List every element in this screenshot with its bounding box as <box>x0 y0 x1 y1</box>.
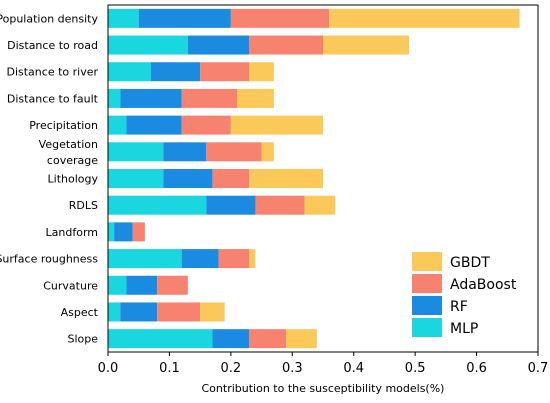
category-label-4: Precipitation <box>29 119 98 132</box>
x-tick-label-7: 0.7 <box>528 361 549 376</box>
bar-gbdt-2 <box>249 62 274 82</box>
category-label-8: Landform <box>46 226 98 239</box>
bar-rf-6 <box>163 169 213 188</box>
legend-swatch-rf <box>412 296 442 315</box>
bar-mlp-9 <box>108 249 182 269</box>
bar-rf-7 <box>206 195 256 215</box>
bar-rf-9 <box>181 249 219 269</box>
legend-swatch-gbdt <box>412 252 442 271</box>
bar-adaboost-8 <box>132 222 145 242</box>
x-tick-label-5: 0.5 <box>405 361 426 376</box>
bar-adaboost-3 <box>181 88 237 108</box>
bar-gbdt-6 <box>249 169 323 188</box>
legend-label-rf: RF <box>450 299 468 315</box>
bar-adaboost-2 <box>200 62 250 82</box>
bar-mlp-11 <box>108 302 121 322</box>
category-label-3: Distance to fault <box>7 92 99 105</box>
bar-adaboost-6 <box>212 169 250 188</box>
x-tick-label-1: 0.1 <box>159 361 180 376</box>
bar-adaboost-9 <box>218 249 250 269</box>
bar-gbdt-1 <box>323 35 409 55</box>
bar-mlp-5 <box>108 142 164 162</box>
bar-mlp-10 <box>108 275 127 295</box>
plot-frame <box>107 4 539 353</box>
bar-adaboost-4 <box>181 115 231 135</box>
bar-rf-0 <box>138 8 231 28</box>
bar-gbdt-0 <box>329 8 520 28</box>
bar-rf-10 <box>126 275 158 295</box>
bar-rf-8 <box>114 222 133 242</box>
category-label-2: Distance to river <box>6 66 98 79</box>
bar-rf-5 <box>163 142 207 162</box>
x-tick-label-6: 0.6 <box>466 361 487 376</box>
legend-label-gbdt: GBDT <box>450 255 490 271</box>
bar-adaboost-10 <box>157 275 188 295</box>
bar-adaboost-7 <box>255 195 305 215</box>
legend-label-mlp: MLP <box>450 321 478 337</box>
x-axis-title: Contribution to the susceptibility model… <box>202 382 445 395</box>
bar-mlp-6 <box>108 169 164 188</box>
bar-gbdt-7 <box>304 195 336 215</box>
bar-gbdt-3 <box>237 88 274 108</box>
bar-adaboost-5 <box>206 142 262 162</box>
category-label-12: Slope <box>67 333 98 346</box>
category-label-1: Distance to road <box>7 39 98 52</box>
bar-gbdt-4 <box>230 115 323 135</box>
bar-adaboost-1 <box>249 35 323 55</box>
x-tick-label-4: 0.4 <box>343 361 364 376</box>
legend-swatch-mlp <box>412 318 442 337</box>
bar-adaboost-11 <box>157 302 201 322</box>
category-label-10: Curvature <box>43 279 98 292</box>
x-tick-label-3: 0.3 <box>282 361 303 376</box>
category-labels: Population density Distance to road Distan… <box>0 12 99 345</box>
category-label-6: Lithology <box>48 173 99 186</box>
bar-mlp-7 <box>108 195 207 215</box>
bar-mlp-0 <box>108 8 139 28</box>
bar-gbdt-11 <box>200 302 225 322</box>
bar-mlp-1 <box>108 35 188 55</box>
category-label-7: RDLS <box>69 199 98 212</box>
legend-label-adaboost: AdaBoost <box>450 277 517 293</box>
x-axis-ticks: 0.0 0.1 0.2 0.3 0.4 0.5 0.6 0.7 <box>98 352 549 376</box>
legend: GBDT AdaBoost RF MLP <box>412 252 517 337</box>
category-label-11: Aspect <box>61 306 99 319</box>
bar-mlp-8 <box>108 222 115 242</box>
bar-gbdt-9 <box>249 249 256 269</box>
category-label-5: Vegetation coverage <box>39 138 99 167</box>
bar-adaboost-12 <box>249 329 287 349</box>
bar-gbdt-12 <box>286 329 317 349</box>
category-label-0: Population density <box>0 12 98 25</box>
bar-rf-2 <box>151 62 201 82</box>
bar-rf-12 <box>212 329 250 349</box>
bar-mlp-4 <box>108 115 127 135</box>
bar-mlp-3 <box>108 88 121 108</box>
bar-mlp-12 <box>108 329 213 349</box>
legend-swatch-adaboost <box>412 274 442 293</box>
bar-rf-1 <box>187 35 250 55</box>
x-tick-label-0: 0.0 <box>98 361 119 376</box>
bars-layer <box>108 8 520 349</box>
bar-rf-11 <box>120 302 158 322</box>
bar-gbdt-5 <box>261 142 274 162</box>
bar-mlp-2 <box>108 62 151 82</box>
x-tick-label-2: 0.2 <box>221 361 242 376</box>
bar-adaboost-0 <box>230 8 330 28</box>
category-label-9: Surface roughness <box>0 253 98 266</box>
bar-rf-4 <box>126 115 182 135</box>
bar-rf-3 <box>120 88 182 108</box>
